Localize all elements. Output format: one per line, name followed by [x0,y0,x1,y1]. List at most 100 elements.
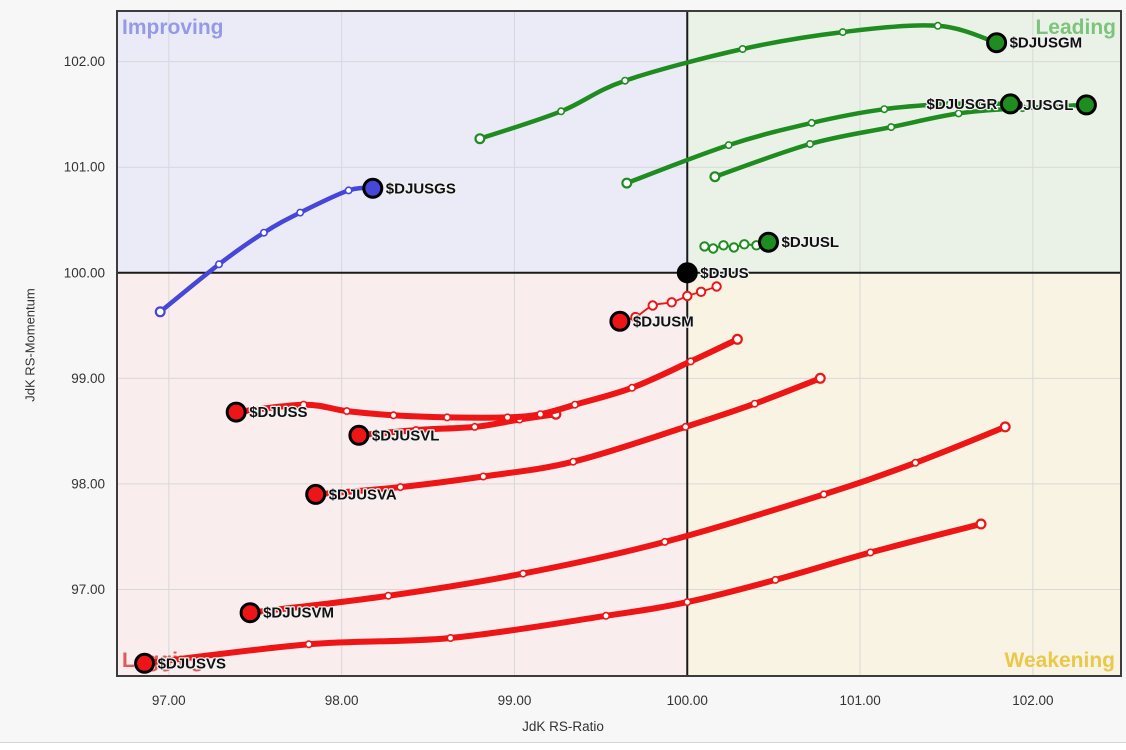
label-$DJUSVM[interactable]: $DJUSVM [262,603,335,623]
tail-point-$DJUSM [630,311,641,323]
y-axis-title: JdK RS-Momentum [22,288,38,402]
series-$DJUSGR: $DJUSGR [621,93,1021,189]
x-tick-98.00: 98.00 [325,693,359,708]
tail-point-$DJUSGL [709,171,721,183]
tail-point-$DJUSVA [681,422,690,431]
tail-point-$DJUSVM [384,591,393,600]
tail-point-$DJUSS [342,407,351,416]
series-$DJUSVS: $DJUSVS [134,518,987,674]
tail-point-$DJUSVM [519,569,528,578]
y-tick-102.00: 102.00 [64,54,105,69]
x-tick-97.00: 97.00 [152,693,186,708]
dot-$DJUSVM[interactable] [239,602,261,624]
tail-point-$DJUSGR [621,177,633,189]
label-$DJUSVL[interactable]: $DJUSVL [371,426,441,446]
label-$DJUSGM[interactable]: $DJUSGM [1008,33,1083,53]
dot-$DJUSGR[interactable] [999,93,1021,115]
dot-$DJUSGM[interactable] [986,32,1008,54]
quadrant-label-weakening: Weakening [1005,649,1115,672]
label-$DJUSGS[interactable]: $DJUSGS [385,179,458,199]
label-$DJUSGR[interactable]: $DJUSGR [925,95,999,115]
tail-point-$DJUSGM [838,28,847,37]
tail-point-$DJUSM [711,281,722,292]
dot-$DJUSGL[interactable] [1075,94,1097,116]
y-tick-97.00: 97.00 [71,582,105,597]
tail-point-$DJUSS [389,411,398,420]
series-$DJUSS: $DJUSS [225,333,743,423]
series-$DJUSGS: $DJUSGS [154,177,458,318]
dot-$DJUSM[interactable] [609,310,631,332]
dot-$DJUSVA[interactable] [305,483,327,505]
label-$DJUS[interactable]: $DJUS [699,264,750,284]
series-$DJUSGL: $DJUSGL [709,94,1097,183]
tail-point-$DJUSVS [771,575,780,584]
tail-point-$DJUSGM [738,44,747,53]
tail-point-$DJUSS [503,413,512,422]
tail-point-$DJUSGS [259,228,268,237]
tail-point-$DJUSS [536,410,545,419]
y-tick-101.00: 101.00 [64,160,105,175]
series-$DJUSM: $DJUSM [609,281,722,332]
tail-point-$DJUSL [728,242,740,253]
tail-point-$DJUSGR [880,105,889,114]
tail-point-$DJUSVM [660,537,669,546]
tail-point-$DJUSVA [569,457,578,466]
tail-point-$DJUSL [699,241,710,252]
dot-$DJUSL[interactable] [758,231,779,253]
x-tick-99.00: 99.00 [498,693,532,708]
tail-point-$DJUSGM [557,107,566,116]
tail-point-$DJUSVS [975,518,987,530]
dot-$DJUS[interactable] [676,262,698,284]
tail-point-$DJUSVL [470,422,479,431]
tail-point-$DJUSM [647,300,658,311]
label-$DJUSVS[interactable]: $DJUSVS [156,654,227,674]
series-$DJUSVA: $DJUSVA [305,372,826,505]
tail-point-$DJUSVA [750,399,759,408]
quadrant-label-leading: Leading [1035,16,1116,39]
series-$DJUSVM: $DJUSVM [239,421,1011,624]
tail-point-$DJUSGM [474,133,486,145]
label-$DJUSGL[interactable]: $DJUSGL [1003,96,1075,116]
tail-point-$DJUSGM [933,21,942,30]
tail-point-$DJUSVM [819,490,828,499]
tail-point-$DJUSVS [601,611,610,620]
tail-point-$DJUSVM [911,458,920,467]
tail-point-$DJUSGS [154,306,166,318]
label-$DJUSM[interactable]: $DJUSM [632,312,695,332]
quadrant-label-improving: Improving [122,16,224,39]
dot-$DJUSVS[interactable] [134,652,156,674]
tail-point-$DJUSGS [215,260,224,269]
label-$DJUSS[interactable]: $DJUSS [248,403,309,423]
tail-point-$DJUSGR [945,99,954,108]
tail-point-$DJUSVS [866,548,875,557]
x-tick-100.00: 100.00 [667,693,708,708]
tail-point-$DJUSGS [344,186,353,195]
tail-point-$DJUSL [739,239,750,250]
series-$DJUSL: $DJUSL [699,231,840,254]
dot-$DJUSS[interactable] [225,401,247,423]
y-tick-100.00: 100.00 [64,265,105,280]
label-$DJUSVA[interactable]: $DJUSVA [327,485,398,505]
quadrant-weakening [687,272,1121,676]
quadrant-lagging [117,272,688,676]
dot-$DJUSVL[interactable] [348,424,370,446]
y-tick-98.00: 98.00 [71,476,105,491]
tail-point-$DJUSS [731,333,743,345]
series-$DJUSGM: $DJUSGM [474,21,1083,145]
label-$DJUSL[interactable]: $DJUSL [780,233,840,253]
tail-point-$DJUSGS [296,208,305,217]
tail-point-$DJUSVM [999,421,1011,433]
tail-point-$DJUSM [682,290,693,302]
dot-$DJUSGS[interactable] [362,177,384,199]
tail-point-$DJUSS [443,413,452,422]
tail-point-$DJUSVL [411,426,420,435]
tail-point-$DJUSL [708,243,719,254]
tail-point-$DJUSS [627,383,636,392]
tail-point-$DJUSGL [805,140,814,149]
tail-point-$DJUSS [299,400,308,409]
tail-point-$DJUSS [570,400,579,409]
y-tick-99.00: 99.00 [71,371,105,386]
tail-point-$DJUSGM [620,76,629,85]
